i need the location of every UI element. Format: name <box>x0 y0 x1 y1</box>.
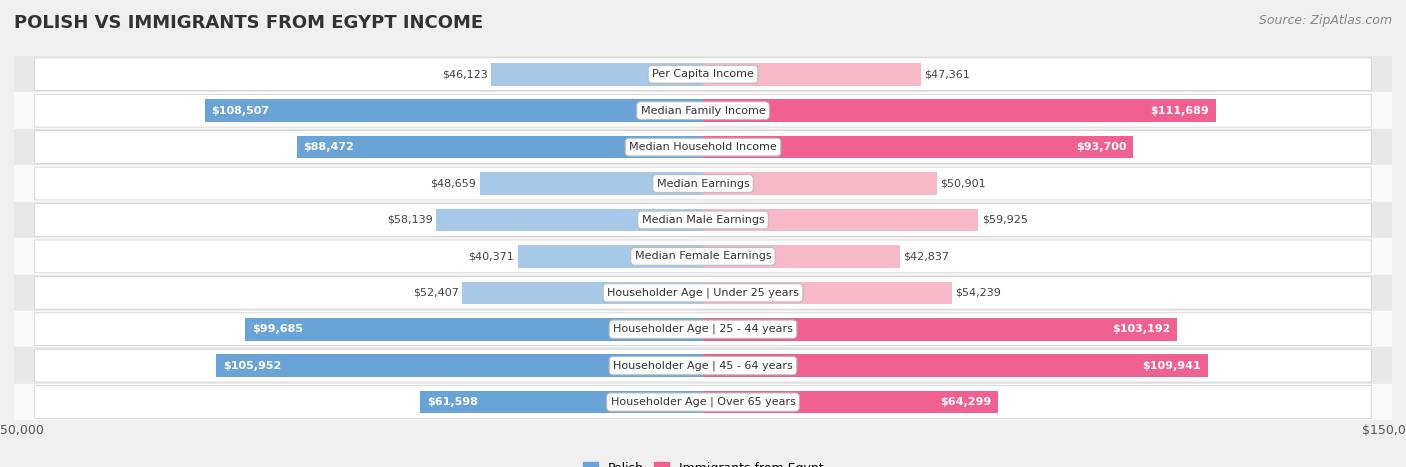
Text: Householder Age | Over 65 years: Householder Age | Over 65 years <box>610 397 796 407</box>
Bar <box>217 354 703 377</box>
Text: $47,361: $47,361 <box>924 69 970 79</box>
Text: $54,239: $54,239 <box>956 288 1001 298</box>
Text: Median Male Earnings: Median Male Earnings <box>641 215 765 225</box>
Text: $105,952: $105,952 <box>224 361 281 371</box>
Bar <box>14 275 1392 311</box>
Text: $108,507: $108,507 <box>211 106 270 116</box>
FancyBboxPatch shape <box>35 58 1371 91</box>
Text: Median Household Income: Median Household Income <box>628 142 778 152</box>
Text: $58,139: $58,139 <box>387 215 433 225</box>
Text: POLISH VS IMMIGRANTS FROM EGYPT INCOME: POLISH VS IMMIGRANTS FROM EGYPT INCOME <box>14 14 484 32</box>
Bar <box>14 129 1392 165</box>
Text: Source: ZipAtlas.com: Source: ZipAtlas.com <box>1258 14 1392 27</box>
Bar <box>703 245 900 268</box>
Bar <box>297 136 703 158</box>
Text: $88,472: $88,472 <box>304 142 354 152</box>
FancyBboxPatch shape <box>35 386 1371 418</box>
FancyBboxPatch shape <box>35 204 1371 236</box>
Bar <box>703 318 1177 340</box>
Text: $52,407: $52,407 <box>413 288 458 298</box>
Bar <box>703 172 936 195</box>
Text: $40,371: $40,371 <box>468 251 515 262</box>
Bar <box>703 99 1216 122</box>
Text: $103,192: $103,192 <box>1112 324 1170 334</box>
Bar <box>245 318 703 340</box>
Text: $59,925: $59,925 <box>981 215 1028 225</box>
Legend: Polish, Immigrants from Egypt: Polish, Immigrants from Egypt <box>578 457 828 467</box>
Bar <box>703 136 1133 158</box>
Text: $48,659: $48,659 <box>430 178 477 189</box>
Bar <box>14 56 1392 92</box>
Text: Householder Age | Under 25 years: Householder Age | Under 25 years <box>607 288 799 298</box>
FancyBboxPatch shape <box>35 313 1371 346</box>
FancyBboxPatch shape <box>35 240 1371 273</box>
Bar <box>479 172 703 195</box>
Text: $93,700: $93,700 <box>1076 142 1126 152</box>
Text: Median Female Earnings: Median Female Earnings <box>634 251 772 262</box>
Bar <box>703 354 1208 377</box>
FancyBboxPatch shape <box>35 131 1371 163</box>
Bar <box>703 63 921 85</box>
Text: Median Earnings: Median Earnings <box>657 178 749 189</box>
Text: $42,837: $42,837 <box>903 251 949 262</box>
Bar <box>517 245 703 268</box>
FancyBboxPatch shape <box>35 94 1371 127</box>
Text: $46,123: $46,123 <box>441 69 488 79</box>
Bar <box>703 282 952 304</box>
FancyBboxPatch shape <box>35 276 1371 309</box>
Text: Householder Age | 45 - 64 years: Householder Age | 45 - 64 years <box>613 361 793 371</box>
Bar <box>436 209 703 231</box>
Bar <box>205 99 703 122</box>
Bar <box>420 391 703 413</box>
FancyBboxPatch shape <box>35 167 1371 200</box>
Text: Median Family Income: Median Family Income <box>641 106 765 116</box>
Bar <box>14 347 1392 384</box>
Bar <box>491 63 703 85</box>
Text: Per Capita Income: Per Capita Income <box>652 69 754 79</box>
FancyBboxPatch shape <box>35 349 1371 382</box>
Bar <box>14 238 1392 275</box>
Text: $99,685: $99,685 <box>252 324 304 334</box>
Text: $50,901: $50,901 <box>941 178 986 189</box>
Bar <box>703 391 998 413</box>
Bar <box>14 311 1392 347</box>
Bar <box>14 92 1392 129</box>
Bar <box>14 165 1392 202</box>
Text: $64,299: $64,299 <box>941 397 991 407</box>
Text: Householder Age | 25 - 44 years: Householder Age | 25 - 44 years <box>613 324 793 334</box>
Bar <box>14 202 1392 238</box>
Bar <box>703 209 979 231</box>
Bar <box>14 384 1392 420</box>
Bar <box>463 282 703 304</box>
Text: $61,598: $61,598 <box>427 397 478 407</box>
Text: $109,941: $109,941 <box>1142 361 1201 371</box>
Text: $111,689: $111,689 <box>1150 106 1209 116</box>
